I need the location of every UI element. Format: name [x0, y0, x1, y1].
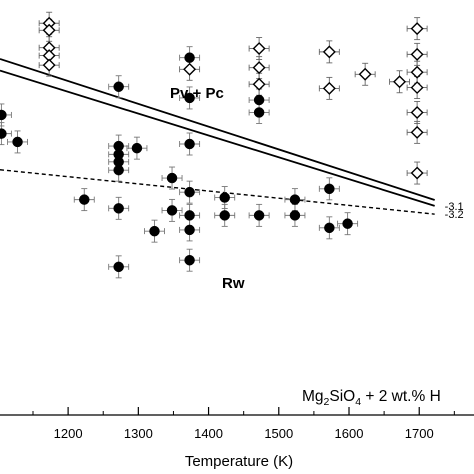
- composition-sub2: 4: [355, 396, 361, 408]
- data-point-open-diamond: [410, 65, 424, 79]
- data-point-open-diamond: [410, 22, 424, 36]
- data-point-open-diamond: [252, 61, 266, 75]
- data-point-filled-circle: [12, 136, 23, 148]
- composition-sub1: 2: [324, 396, 330, 408]
- data-point-filled-circle: [342, 218, 353, 229]
- data-point-filled-circle: [324, 222, 335, 234]
- composition-prefix: Mg: [302, 388, 324, 405]
- x-tick-label: 1300: [124, 426, 153, 441]
- data-point-open-diamond: [252, 42, 266, 56]
- data-point-filled-circle: [219, 210, 230, 221]
- error-bars: [0, 11, 428, 279]
- data-point-filled-circle: [113, 164, 124, 176]
- data-point-open-diamond: [410, 105, 424, 119]
- data-point-filled-circle: [253, 94, 265, 106]
- data-point-filled-circle: [113, 203, 124, 214]
- data-point-filled-circle: [289, 194, 301, 205]
- data-point-filled-circle: [184, 254, 195, 266]
- region-label-lower: Rw: [222, 275, 245, 292]
- data-point-filled-circle: [324, 183, 335, 195]
- data-point-filled-circle: [184, 138, 195, 150]
- composition-label: Mg2SiO4 + 2 wt.% H: [302, 388, 441, 408]
- x-tick-label: 1600: [335, 426, 364, 441]
- x-tick-label: 1500: [264, 426, 293, 441]
- data-point-filled-circle: [131, 142, 143, 154]
- data-point-filled-circle: [219, 192, 230, 203]
- data-point-open-diamond: [183, 62, 197, 76]
- data-point-filled-circle: [184, 210, 195, 221]
- boundary-lines: -3.1-3.2: [0, 58, 464, 221]
- data-point-filled-circle: [113, 81, 124, 92]
- data-point-open-diamond: [42, 58, 56, 72]
- data-point-open-diamond: [42, 23, 56, 37]
- data-point-open-diamond: [410, 81, 424, 95]
- x-tick-label: 1400: [194, 426, 223, 441]
- data-point-open-diamond: [252, 77, 266, 91]
- data-point-open-diamond: [322, 45, 336, 59]
- data-point-filled-circle: [184, 52, 195, 63]
- axes: 1200 1300 1400 1500 1600 1700: [0, 407, 474, 441]
- data-point-filled-circle: [0, 109, 7, 121]
- boundary-line-label: -3.2: [445, 209, 464, 221]
- data-point-open-diamond: [393, 75, 407, 89]
- data-point-filled-circle: [79, 194, 90, 205]
- data-point-open-diamond: [410, 47, 424, 61]
- boundary-line-solid: [0, 58, 435, 201]
- boundary-line-label: -3.1: [445, 201, 464, 213]
- data-point-filled-circle: [289, 210, 301, 221]
- data-point-filled-circle: [0, 128, 7, 139]
- data-point-filled-circle: [166, 205, 178, 216]
- data-points: [0, 16, 424, 273]
- data-point-open-diamond: [410, 166, 424, 180]
- x-tick-label: 1700: [405, 426, 434, 441]
- data-point-filled-circle: [149, 225, 160, 237]
- data-point-filled-circle: [184, 186, 195, 198]
- boundary-line-dashed: [0, 169, 435, 215]
- x-axis-label: Temperature (K): [185, 453, 293, 470]
- data-point-filled-circle: [166, 172, 178, 184]
- composition-mid: SiO: [329, 388, 355, 405]
- data-point-filled-circle: [253, 107, 265, 118]
- boundary-line-solid: [0, 69, 435, 207]
- data-point-filled-circle: [113, 261, 124, 273]
- data-point-filled-circle: [184, 92, 195, 104]
- region-label-upper: Pv + Pc: [170, 85, 224, 102]
- data-point-filled-circle: [184, 224, 195, 236]
- x-tick-label: 1200: [54, 426, 83, 441]
- data-point-filled-circle: [253, 210, 265, 221]
- data-point-open-diamond: [322, 81, 336, 95]
- data-point-open-diamond: [410, 125, 424, 139]
- data-point-open-diamond: [358, 67, 372, 81]
- composition-suffix: + 2 wt.% H: [361, 388, 441, 405]
